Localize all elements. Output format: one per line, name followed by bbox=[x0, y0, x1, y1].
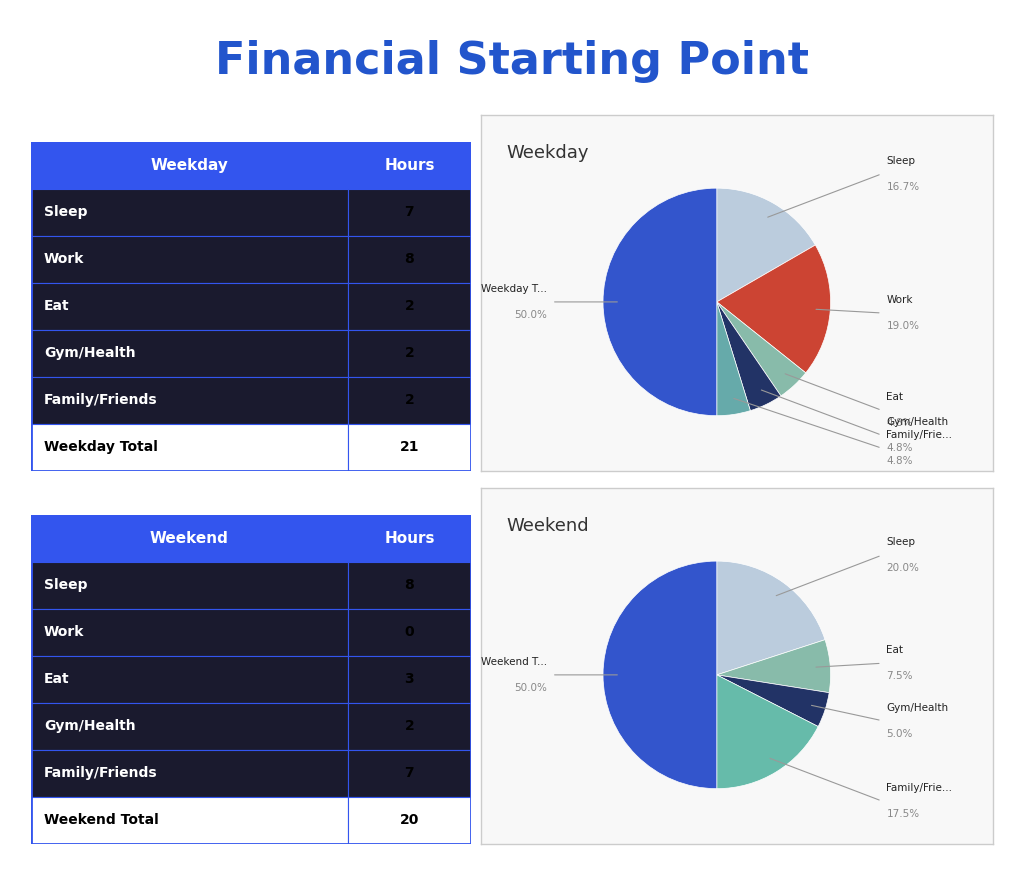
Text: Weekend: Weekend bbox=[507, 517, 590, 535]
Text: Hours: Hours bbox=[384, 531, 434, 546]
Text: Sleep: Sleep bbox=[887, 537, 915, 547]
Text: 20: 20 bbox=[399, 813, 419, 827]
Bar bbox=[31, 797, 348, 844]
Text: Weekend Total: Weekend Total bbox=[44, 813, 159, 827]
Text: 2: 2 bbox=[404, 719, 415, 733]
Bar bbox=[348, 424, 471, 471]
Text: 4.8%: 4.8% bbox=[887, 418, 912, 428]
Bar bbox=[31, 424, 348, 471]
Text: 20.0%: 20.0% bbox=[887, 563, 920, 573]
Text: Gym/Health: Gym/Health bbox=[887, 702, 948, 713]
Bar bbox=[348, 189, 471, 236]
Text: 8: 8 bbox=[404, 252, 415, 266]
Wedge shape bbox=[717, 245, 830, 373]
Wedge shape bbox=[717, 639, 830, 693]
Text: Weekday: Weekday bbox=[507, 144, 590, 162]
Text: Family/Frie...: Family/Frie... bbox=[887, 783, 952, 793]
Bar bbox=[31, 236, 348, 283]
Wedge shape bbox=[603, 188, 717, 416]
Text: 7: 7 bbox=[404, 205, 414, 219]
Text: 2: 2 bbox=[404, 299, 415, 313]
Text: Weekday T...: Weekday T... bbox=[481, 284, 547, 294]
Text: Sleep: Sleep bbox=[44, 578, 87, 592]
Text: Weekday: Weekday bbox=[151, 158, 228, 173]
Text: 21: 21 bbox=[399, 440, 419, 454]
Wedge shape bbox=[717, 188, 815, 302]
Bar bbox=[348, 236, 471, 283]
Text: Hours: Hours bbox=[384, 158, 434, 173]
Bar bbox=[348, 656, 471, 702]
Bar bbox=[31, 609, 348, 656]
Bar bbox=[348, 702, 471, 749]
Bar bbox=[348, 515, 471, 562]
Bar bbox=[348, 797, 471, 844]
Bar bbox=[31, 329, 348, 377]
Wedge shape bbox=[717, 561, 825, 675]
Text: Family/Frie...: Family/Frie... bbox=[887, 430, 952, 440]
Bar bbox=[348, 142, 471, 189]
Wedge shape bbox=[717, 675, 818, 789]
Text: Sleep: Sleep bbox=[887, 156, 915, 166]
Text: Weekend T...: Weekend T... bbox=[481, 657, 547, 667]
Bar bbox=[31, 702, 348, 749]
Text: 4.8%: 4.8% bbox=[887, 456, 912, 466]
Text: 5.0%: 5.0% bbox=[887, 728, 912, 739]
Bar bbox=[348, 283, 471, 329]
Bar bbox=[31, 656, 348, 702]
Text: 7.5%: 7.5% bbox=[887, 671, 912, 681]
Text: Family/Friends: Family/Friends bbox=[44, 393, 158, 408]
Bar bbox=[348, 562, 471, 609]
Text: 8: 8 bbox=[404, 578, 415, 592]
Text: Work: Work bbox=[887, 295, 912, 305]
Wedge shape bbox=[717, 675, 829, 726]
Text: Eat: Eat bbox=[887, 646, 903, 655]
Bar bbox=[348, 377, 471, 424]
Wedge shape bbox=[717, 302, 806, 396]
Text: Gym/Health: Gym/Health bbox=[887, 417, 948, 427]
Text: Gym/Health: Gym/Health bbox=[44, 346, 135, 361]
Bar bbox=[31, 377, 348, 424]
Text: 50.0%: 50.0% bbox=[514, 310, 547, 320]
Text: 4.8%: 4.8% bbox=[887, 443, 912, 453]
Text: 16.7%: 16.7% bbox=[887, 182, 920, 192]
Text: Financial Starting Point: Financial Starting Point bbox=[215, 40, 809, 83]
Bar bbox=[31, 562, 348, 609]
Wedge shape bbox=[717, 302, 781, 410]
Text: Sleep: Sleep bbox=[44, 205, 87, 219]
Text: Weekday Total: Weekday Total bbox=[44, 440, 158, 454]
Bar bbox=[31, 142, 348, 189]
Wedge shape bbox=[603, 561, 717, 789]
Text: Eat: Eat bbox=[44, 299, 70, 313]
Bar bbox=[31, 189, 348, 236]
Text: Work: Work bbox=[44, 625, 84, 639]
Text: 17.5%: 17.5% bbox=[887, 809, 920, 819]
Text: Eat: Eat bbox=[44, 672, 70, 686]
Wedge shape bbox=[717, 302, 751, 416]
Bar bbox=[31, 515, 348, 562]
Text: Gym/Health: Gym/Health bbox=[44, 719, 135, 733]
Text: 0: 0 bbox=[404, 625, 414, 639]
Text: Work: Work bbox=[44, 252, 84, 266]
Bar bbox=[348, 329, 471, 377]
Text: 19.0%: 19.0% bbox=[887, 321, 920, 331]
Text: 3: 3 bbox=[404, 672, 414, 686]
Bar bbox=[31, 283, 348, 329]
Text: How You Spend Your Time: How You Spend Your Time bbox=[369, 86, 655, 105]
Bar bbox=[348, 749, 471, 797]
Text: 50.0%: 50.0% bbox=[514, 683, 547, 693]
Text: 7: 7 bbox=[404, 766, 414, 781]
Text: Weekend: Weekend bbox=[150, 531, 228, 546]
Text: Family/Friends: Family/Friends bbox=[44, 766, 158, 781]
Text: 2: 2 bbox=[404, 346, 415, 361]
Text: 2: 2 bbox=[404, 393, 415, 408]
Text: Eat: Eat bbox=[887, 392, 903, 402]
Bar bbox=[31, 749, 348, 797]
Bar bbox=[348, 609, 471, 656]
